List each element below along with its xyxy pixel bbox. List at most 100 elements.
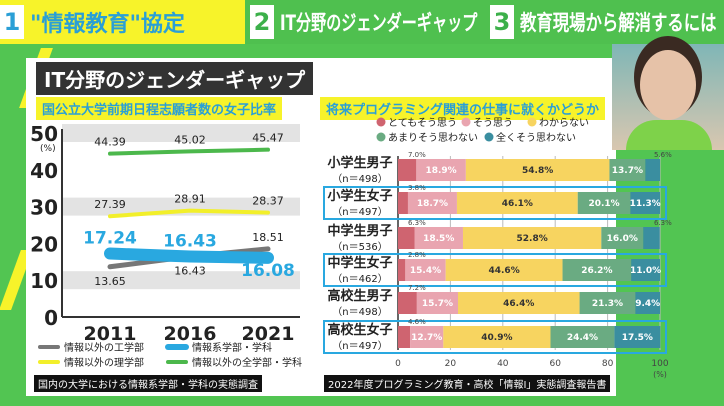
data-label: 18.51: [252, 231, 284, 244]
tab-label: "情報教育"協定: [30, 12, 185, 37]
data-label: 15.7%: [422, 299, 453, 309]
data-label: 24.4%: [567, 333, 598, 343]
tab-number: 1: [0, 5, 24, 39]
data-label: 6.3%: [408, 219, 426, 227]
row-highlight: [323, 253, 667, 287]
bar-segment: [414, 227, 463, 249]
tab-number: 3: [490, 5, 514, 39]
legend-label: 情報以外の全学部・学科: [192, 356, 302, 369]
data-label: 44.39: [94, 136, 126, 149]
y-tick-label: 30: [30, 196, 58, 220]
y-axis-unit: (%): [40, 144, 56, 154]
x-tick-label: 60: [549, 359, 561, 369]
x-tick-label: 40: [497, 359, 509, 369]
legend-label: 情報系学部・学科: [192, 341, 272, 354]
bar-segment: [579, 292, 636, 314]
bar-segment: [562, 259, 632, 281]
tab-number: 2: [250, 5, 274, 39]
grid-band: [62, 124, 300, 142]
data-label: 13.7%: [612, 166, 643, 176]
row-n: （n＝498）: [332, 306, 387, 318]
data-label: 3.8%: [408, 184, 426, 192]
legend-label: 全くそう思わない: [496, 131, 576, 144]
panel-title: IT分野のジェンダーギャップ: [36, 62, 314, 95]
y-tick-label: 40: [30, 159, 58, 183]
row-label: 中学生男子: [327, 223, 392, 239]
line-series: [108, 208, 270, 219]
data-label: 4.6%: [408, 318, 426, 326]
bar-segment: [614, 326, 661, 348]
data-label: 17.24: [83, 229, 137, 249]
bar-segment: [635, 292, 660, 314]
bar-segment: [398, 192, 408, 214]
tab-3: 3 教育現場から解消するには: [490, 0, 724, 44]
row-n: （n＝536）: [332, 241, 387, 253]
legend-label: そう思う: [473, 117, 513, 129]
bar-segment: [462, 227, 602, 249]
bar-segment: [630, 192, 660, 214]
bar-segment: [457, 292, 580, 314]
grid-band: [62, 271, 300, 290]
data-label: 12.7%: [411, 333, 442, 343]
data-label: 13.65: [94, 275, 126, 288]
topic-bar: 1 "情報教育"協定 2 IT分野のジェンダーギャップ 3 教育現場から解消するには: [0, 0, 724, 44]
data-label: 17.5%: [622, 333, 653, 343]
data-label: 54.8%: [522, 166, 553, 176]
legend-dot: [527, 117, 537, 127]
row-highlight: [323, 186, 667, 220]
x-tick-label: 2016: [164, 323, 217, 345]
data-label: 26.2%: [581, 266, 612, 276]
bar-segment: [398, 292, 417, 314]
bar-segment: [465, 159, 610, 181]
row-label: 小学生女子: [327, 188, 392, 204]
presenter-video: [612, 44, 724, 150]
tab-2: 2 IT分野のジェンダーギャップ: [250, 0, 486, 44]
legend-dot: [376, 132, 386, 142]
y-tick-label: 20: [30, 232, 58, 256]
data-label: 28.91: [174, 193, 206, 206]
data-label: 18.7%: [417, 199, 448, 209]
data-label: 2.8%: [408, 251, 426, 259]
bar-segment: [398, 259, 406, 281]
bar-chart-title: 将来プログラミング関連の仕事に就くかどうか: [320, 97, 606, 120]
bar-segment: [405, 259, 446, 281]
x-axis-unit: (%): [653, 370, 667, 379]
line-chart-source: 国内の大学における情報系学部・学科の実態調査: [34, 375, 262, 392]
data-label: 6.3%: [654, 219, 672, 227]
x-tick-label: 0: [395, 359, 401, 369]
tab-1: 1 "情報教育"協定: [0, 0, 245, 44]
y-tick-label: 10: [30, 269, 58, 293]
legend-label: わからない: [539, 117, 589, 129]
data-label: 40.9%: [481, 333, 512, 343]
y-tick-label: 50: [30, 122, 58, 146]
bar-segment: [601, 227, 644, 249]
bar-chart-source: 2022年度プログラミング教育・高校「情報Ⅰ」実態調査報告書: [324, 375, 611, 392]
data-label: 45.02: [174, 133, 206, 146]
line-chart-title: 国公立大学前期日程志願者数の女子比率: [36, 97, 283, 120]
row-label: 高校生女子: [327, 322, 392, 338]
data-label: 7.2%: [408, 284, 426, 292]
data-label: 9.4%: [635, 299, 660, 309]
data-label: 45.47: [252, 132, 284, 145]
row-n: （n＝497）: [332, 340, 387, 352]
data-label: 20.1%: [588, 199, 619, 209]
x-tick-label: 100: [651, 359, 668, 369]
row-n: （n＝498）: [332, 173, 387, 185]
bar-segment: [550, 326, 615, 348]
data-label: 16.08: [241, 261, 295, 281]
legend-label: とてもそう思う: [388, 117, 457, 129]
bar-segment: [445, 259, 563, 281]
bar-segment: [416, 292, 458, 314]
bar-segment: [631, 259, 660, 281]
bar-segment: [398, 326, 411, 348]
legend-label: 情報以外の理学部: [64, 356, 144, 369]
data-label: 44.6%: [488, 266, 519, 276]
line-series: [104, 247, 274, 264]
bar-segment: [645, 159, 660, 181]
data-label: 46.4%: [503, 299, 534, 309]
legend-dot: [461, 117, 471, 127]
data-label: 16.43: [174, 265, 206, 278]
data-label: 46.1%: [502, 199, 533, 209]
legend-dot: [376, 117, 386, 127]
